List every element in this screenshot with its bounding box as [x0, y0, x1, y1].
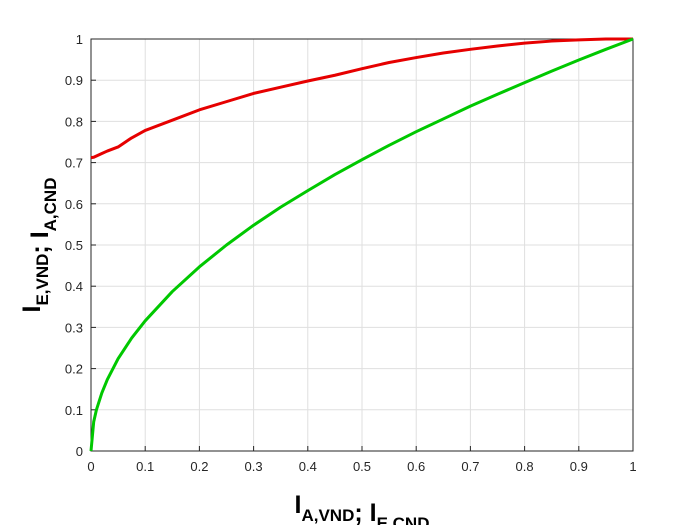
- x-tick-label: 0.2: [190, 459, 208, 474]
- x-axis-label: IA,VND; IE,CND: [295, 491, 430, 525]
- label-base: ; I: [26, 231, 54, 253]
- x-tick-label: 0.9: [570, 459, 588, 474]
- label-sub: A,VND: [301, 506, 354, 525]
- y-tick-label: 0.7: [65, 156, 83, 171]
- label-base: I: [295, 491, 302, 519]
- x-tick-label: 0.3: [245, 459, 263, 474]
- y-tick-label: 0.4: [65, 279, 83, 294]
- y-tick-label: 0.8: [65, 114, 83, 129]
- x-tick-label: 0.7: [461, 459, 479, 474]
- label-sub: E,VND: [33, 254, 52, 306]
- label-base: ; I: [354, 499, 376, 525]
- y-tick-label: 0.3: [65, 320, 83, 335]
- y-tick-label: 0.1: [65, 403, 83, 418]
- x-tick-label: 0.8: [516, 459, 534, 474]
- y-tick-label: 0: [76, 444, 83, 459]
- data-line: [89, 37, 634, 452]
- y-axis-label: IE,VND; IA,CND: [18, 178, 60, 313]
- label-base: I: [18, 306, 46, 313]
- y-tick-label: 0.6: [65, 197, 83, 212]
- x-tick-label: 0.4: [299, 459, 317, 474]
- plot-frame: [90, 38, 634, 452]
- x-tick-label: 1: [629, 459, 636, 474]
- x-tick-label: 0.5: [353, 459, 371, 474]
- label-sub: E,CND: [377, 514, 430, 525]
- y-tick-label: 1: [76, 32, 83, 47]
- y-tick-label: 0.9: [65, 73, 83, 88]
- x-tick-label: 0.6: [407, 459, 425, 474]
- x-tick-label: 0: [87, 459, 94, 474]
- label-sub: A,CND: [41, 178, 60, 232]
- data-line: [90, 37, 633, 160]
- y-tick-label: 0.2: [65, 362, 83, 377]
- x-tick-label: 0.1: [136, 459, 154, 474]
- y-tick-label: 0.5: [65, 238, 83, 253]
